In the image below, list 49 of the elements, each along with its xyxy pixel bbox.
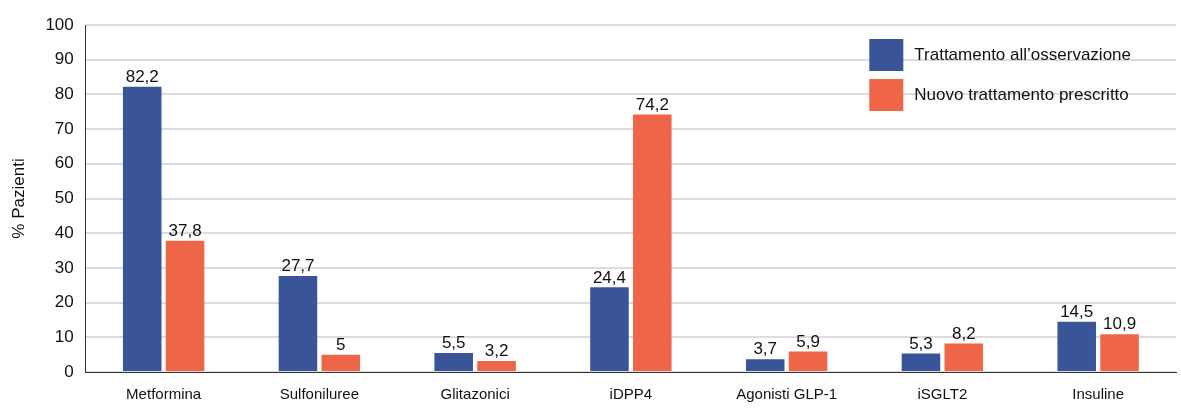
- data-label: 24,4: [592, 267, 627, 287]
- bar: [1057, 321, 1096, 371]
- y-tick-label: 10: [54, 326, 74, 346]
- y-tick-label: 40: [54, 222, 74, 242]
- data-label: 14,5: [1060, 301, 1094, 321]
- bar: [434, 352, 473, 371]
- bar: [165, 240, 205, 371]
- x-tick-label: iDPP4: [609, 385, 653, 403]
- x-tick-label: iSGLT2: [917, 385, 968, 403]
- y-tick-label: 30: [54, 257, 74, 277]
- data-label: 3,2: [484, 341, 509, 361]
- legend-label: Trattamento all’osservazione: [914, 44, 1132, 64]
- y-tick-label: 80: [54, 84, 74, 104]
- y-tick-label: 50: [54, 188, 74, 208]
- legend-label: Nuovo trattamento prescritto: [914, 84, 1129, 104]
- y-tick-label: 100: [45, 14, 74, 34]
- bar: [477, 360, 516, 371]
- bar: [321, 354, 361, 371]
- bar: [901, 353, 941, 371]
- data-label: 10,9: [1102, 314, 1137, 334]
- bar: [745, 359, 785, 371]
- y-tick-label: 70: [54, 118, 74, 138]
- data-label: 3,7: [753, 339, 778, 359]
- bar: [122, 86, 162, 371]
- data-label: 5: [336, 334, 346, 354]
- y-tick-label: 20: [54, 292, 74, 312]
- data-label: 74,2: [635, 94, 669, 114]
- y-tick-label: 90: [54, 49, 74, 69]
- x-tick-label: Metformina: [126, 385, 202, 403]
- y-tick-label: 60: [54, 153, 74, 173]
- y-tick-label: 0: [64, 361, 74, 381]
- data-label: 27,7: [281, 256, 315, 276]
- data-label: 5,9: [796, 331, 820, 351]
- data-label: 82,2: [125, 66, 159, 86]
- data-label: 5,3: [909, 333, 933, 353]
- data-label: 37,8: [168, 221, 202, 241]
- data-label: 8,2: [951, 323, 976, 343]
- bar: [633, 114, 672, 371]
- x-tick-label: Glitazonici: [440, 385, 510, 403]
- x-tick-label: Insuline: [1072, 385, 1124, 403]
- bar: [1100, 334, 1139, 371]
- bar: [944, 343, 984, 371]
- x-tick-label: Sulfoniluree: [279, 385, 359, 403]
- bar: [788, 351, 828, 371]
- bar: [278, 275, 318, 371]
- data-label: 5,5: [441, 333, 466, 353]
- bar: [590, 287, 629, 371]
- y-axis-title: % Pazienti: [8, 158, 28, 239]
- x-tick-label: Agonisti GLP-1: [736, 385, 838, 403]
